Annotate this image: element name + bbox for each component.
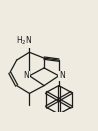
Text: N: N <box>59 71 65 80</box>
Text: H$_2$N: H$_2$N <box>16 34 33 47</box>
Text: N: N <box>24 71 29 80</box>
